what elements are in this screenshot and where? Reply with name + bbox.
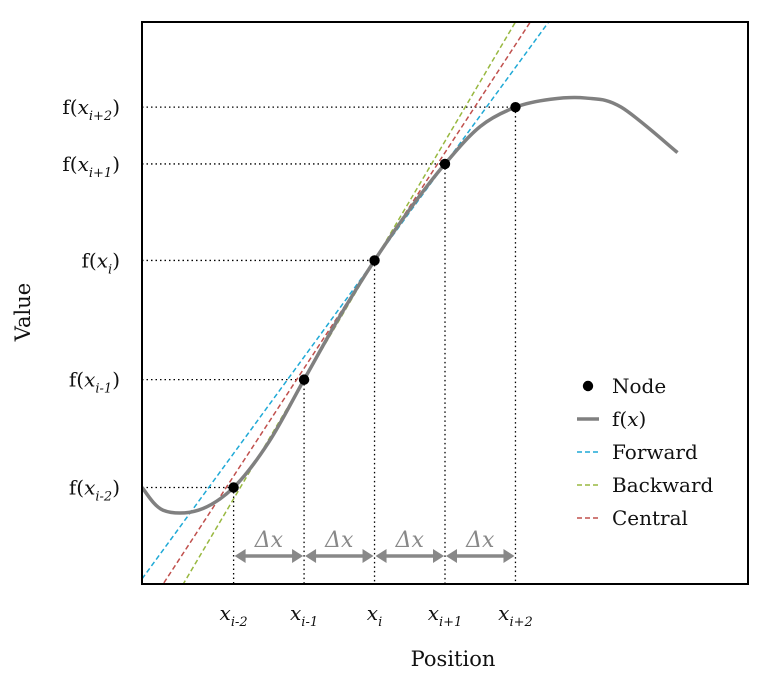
dx-arrow — [375, 549, 444, 563]
y-tick-label: f(xi) — [82, 248, 120, 277]
node-point — [439, 158, 451, 170]
y-tick-labels: f(xi-2) f(xi-1) f(xi) f(xi+1) f(xi+2) — [62, 95, 120, 504]
node-point — [510, 101, 521, 113]
dx-label: Δx — [395, 528, 425, 553]
dx-arrow — [446, 549, 515, 563]
x-tick-label: xi+2 — [498, 601, 533, 630]
dx-label: Δx — [324, 528, 354, 553]
x-tick-labels: xi-2 xi-1 xi xi+1 xi+2 — [220, 601, 533, 630]
dx-label: Δx — [465, 528, 495, 553]
y-tick-label: f(xi-1) — [69, 368, 120, 397]
node-point — [298, 374, 310, 385]
series-curve-fx — [142, 95, 679, 515]
legend-item-forward: Forward — [577, 440, 698, 464]
legend-item-central: Central — [577, 506, 688, 530]
dx-arrow — [305, 549, 374, 563]
x-tick-label: xi-1 — [290, 601, 318, 630]
legend: Node f(x) Forward Backward Central — [577, 374, 714, 530]
y-axis-label: Value — [11, 283, 35, 342]
node-point — [228, 482, 239, 493]
series-line-backward — [182, 22, 517, 584]
legend-label: Central — [612, 506, 688, 530]
legend-item-node: Node — [582, 374, 666, 398]
x-tick-label: xi-2 — [220, 601, 248, 630]
x-axis-label: Position — [411, 647, 496, 671]
y-tick-label: f(xi-2) — [69, 475, 120, 504]
x-tick-label: xi — [367, 601, 382, 630]
y-tick-label: f(xi+2) — [62, 95, 120, 124]
series-line-central — [162, 22, 532, 584]
plot-frame — [141, 21, 749, 585]
node-point — [369, 255, 380, 266]
plot-area: Δx Δx Δx Δx — [142, 22, 679, 584]
legend-label: Node — [612, 374, 666, 398]
legend-label: Forward — [612, 440, 698, 464]
dx-label: Δx — [254, 528, 284, 553]
legend-label: Backward — [612, 473, 714, 497]
dx-arrow — [234, 549, 304, 563]
y-tick-label: f(xi+1) — [62, 152, 120, 181]
x-tick-label: xi+1 — [428, 601, 463, 630]
legend-item-backward: Backward — [577, 473, 714, 497]
legend-label: f(x) — [612, 407, 646, 431]
legend-item-fx: f(x) — [577, 407, 646, 431]
